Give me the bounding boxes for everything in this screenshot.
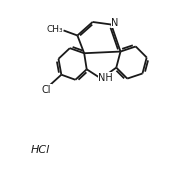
Text: N: N	[111, 18, 119, 28]
Text: NH: NH	[98, 73, 113, 83]
Text: Cl: Cl	[41, 85, 51, 95]
Text: CH₃: CH₃	[46, 25, 63, 34]
Text: HCl: HCl	[31, 144, 50, 155]
